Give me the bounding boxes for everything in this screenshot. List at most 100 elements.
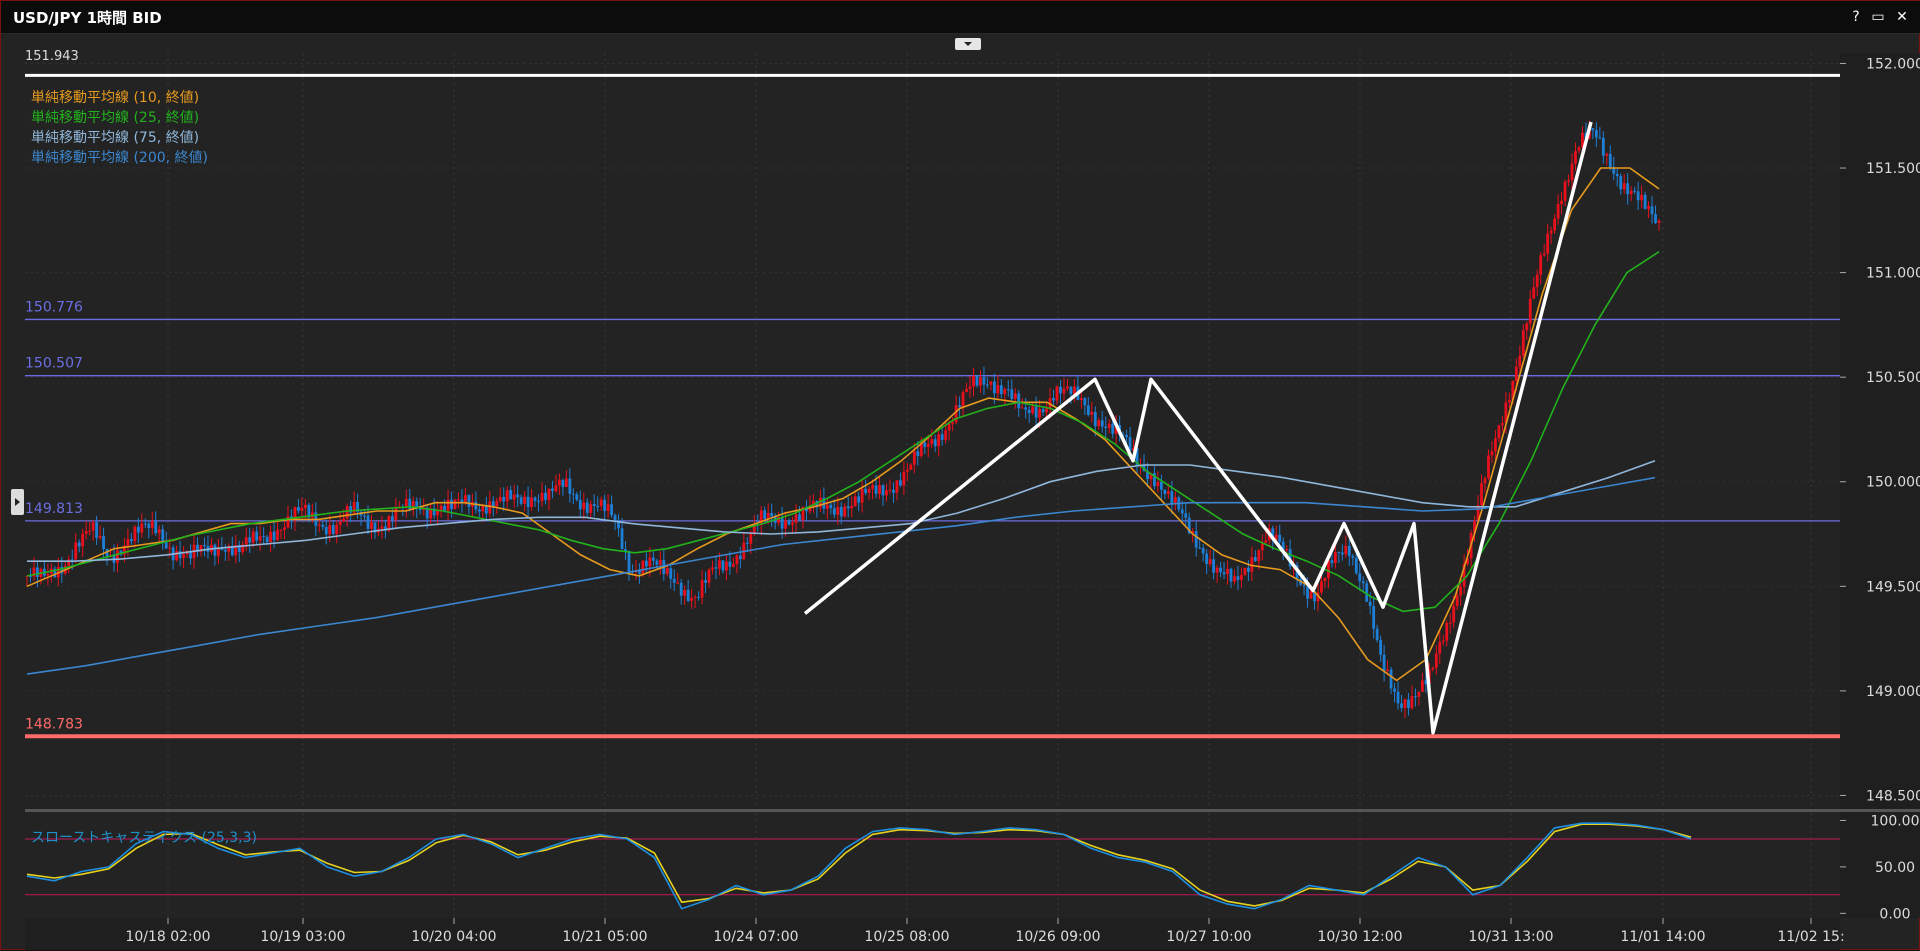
candle-body bbox=[1142, 464, 1146, 471]
y-tick-label: 150.500 bbox=[1866, 370, 1920, 386]
candle-body bbox=[784, 520, 787, 529]
candle-body bbox=[244, 537, 248, 545]
side-panel-handle[interactable] bbox=[11, 489, 24, 515]
candle-body bbox=[102, 535, 105, 550]
maximize-button[interactable]: ▭ bbox=[1871, 9, 1885, 25]
candle-body bbox=[1431, 667, 1435, 670]
candle-body bbox=[1396, 691, 1400, 704]
candle-body bbox=[356, 502, 359, 512]
candle-body bbox=[825, 504, 829, 509]
candle-body bbox=[1104, 426, 1108, 428]
candle-body bbox=[902, 471, 906, 486]
candle-body bbox=[526, 496, 530, 508]
candle-body bbox=[136, 526, 140, 533]
candle-body bbox=[1184, 513, 1188, 518]
candle-body bbox=[846, 506, 850, 509]
legend-item-sma: 単純移動平均線 (25, 終値) bbox=[31, 110, 199, 126]
candle-body bbox=[1045, 408, 1048, 413]
help-button[interactable]: ? bbox=[1852, 9, 1860, 25]
oscillator-tick-label: 0.00 bbox=[1879, 906, 1910, 922]
candle-body bbox=[916, 451, 920, 456]
candle-body bbox=[1501, 422, 1504, 426]
horizontal-line-label: 148.783 bbox=[25, 716, 83, 732]
candle-body bbox=[1121, 434, 1125, 436]
candle-body bbox=[986, 384, 989, 386]
candle-body bbox=[1013, 393, 1017, 399]
candle-body bbox=[1020, 407, 1024, 409]
x-tick-label: 10/24 07:00 bbox=[713, 929, 798, 945]
candle-body bbox=[1403, 699, 1407, 708]
candle-body bbox=[982, 377, 986, 385]
candle-body bbox=[930, 439, 934, 444]
candle-body bbox=[554, 485, 558, 492]
candle-body bbox=[387, 516, 391, 531]
candle-body bbox=[644, 560, 648, 567]
candle-body bbox=[759, 510, 763, 525]
candle-body bbox=[1149, 473, 1153, 480]
candle-body bbox=[300, 507, 304, 511]
top-price-label: 151.943 bbox=[25, 49, 79, 64]
candle-body bbox=[307, 504, 311, 518]
candle-body bbox=[1626, 183, 1630, 195]
candle-body bbox=[119, 550, 123, 555]
candle-body bbox=[665, 568, 669, 574]
candle-body bbox=[303, 504, 307, 508]
candle-body bbox=[450, 499, 453, 510]
candle-body bbox=[1633, 190, 1637, 192]
horizontal-lines[interactable]: 150.776 150.507 149.813 148.783 bbox=[25, 73, 1840, 739]
candle-body bbox=[575, 494, 579, 500]
price-panel[interactable] bbox=[25, 53, 1840, 808]
candle-body bbox=[1462, 563, 1466, 587]
candle-body bbox=[728, 561, 732, 567]
candle-body bbox=[881, 485, 885, 496]
candle-body bbox=[150, 521, 154, 528]
candle-body bbox=[1246, 567, 1250, 572]
candle-body bbox=[638, 570, 641, 574]
candle-body bbox=[46, 573, 50, 576]
candle-body bbox=[530, 497, 533, 508]
candle-body bbox=[718, 560, 721, 569]
candle-body bbox=[1452, 605, 1456, 623]
candle-body bbox=[279, 529, 283, 531]
candle-body bbox=[439, 505, 443, 510]
candle-body bbox=[558, 479, 561, 486]
candle-body bbox=[693, 596, 697, 598]
window-title: USD/JPY 1時間 BID bbox=[13, 9, 162, 27]
candle-body bbox=[474, 501, 478, 510]
price-axis[interactable] bbox=[1840, 53, 1920, 918]
candle-body bbox=[1010, 389, 1014, 399]
candle-body bbox=[1612, 167, 1616, 174]
candle-body bbox=[1622, 183, 1626, 190]
candle-body bbox=[1361, 581, 1365, 584]
candle-body bbox=[457, 499, 460, 501]
candle-body bbox=[129, 539, 133, 542]
collapse-panel-toggle[interactable] bbox=[955, 38, 981, 50]
candle-body bbox=[1135, 447, 1139, 466]
candle-body bbox=[123, 545, 126, 555]
candle-body bbox=[564, 478, 568, 488]
sma-line-10 bbox=[26, 167, 1660, 682]
x-tick-label: 11/02 15: bbox=[1777, 929, 1844, 945]
candle-body bbox=[1577, 147, 1581, 152]
candle-body bbox=[1441, 640, 1445, 642]
close-button[interactable]: ✕ bbox=[1896, 9, 1908, 25]
candle-body bbox=[992, 381, 996, 394]
candle-body bbox=[481, 505, 485, 512]
time-axis[interactable] bbox=[25, 918, 1840, 950]
candle-body bbox=[648, 557, 652, 567]
trend-line[interactable] bbox=[803, 121, 1593, 735]
candle-body bbox=[1327, 560, 1330, 578]
y-tick-label: 149.500 bbox=[1866, 579, 1920, 595]
candle-body bbox=[686, 589, 690, 601]
candle-body bbox=[1528, 298, 1532, 324]
candle-body bbox=[679, 582, 683, 596]
candle-body bbox=[1100, 420, 1104, 427]
candle-body bbox=[1629, 190, 1633, 195]
candle-body bbox=[658, 560, 662, 565]
candle-body bbox=[1093, 411, 1097, 427]
candle-body bbox=[1159, 481, 1163, 490]
candle-body bbox=[1285, 549, 1289, 551]
candle-body bbox=[1560, 200, 1563, 205]
